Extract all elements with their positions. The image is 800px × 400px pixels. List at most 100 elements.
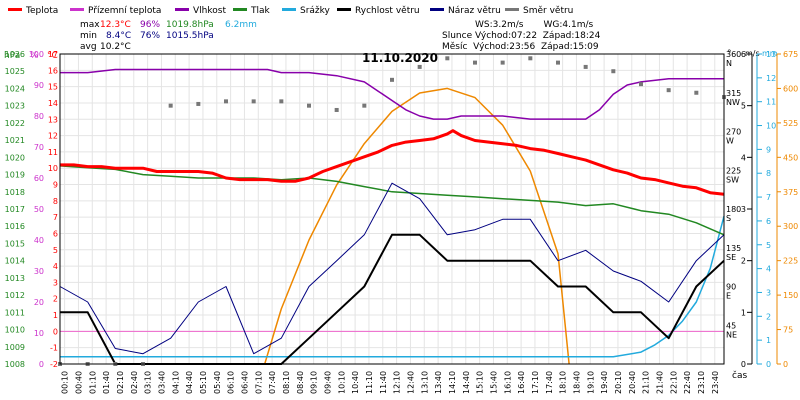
- x-tick-label: 07:10: [254, 371, 263, 394]
- wind-direction-point: [694, 90, 699, 95]
- wind-direction-point: [666, 88, 671, 93]
- temp-tick-label: -1: [50, 344, 58, 353]
- temp-tick-label: 8: [53, 197, 58, 206]
- x-axis: 00:10 00:40 01:10 01:40 02:10 02:40 03:10 03:40…: [61, 370, 748, 394]
- summary-label-max: max: [80, 20, 100, 30]
- ms-tick-label: 3: [741, 205, 746, 214]
- solar-tick-label: 75: [783, 326, 793, 335]
- temp-tick-label: 4: [53, 262, 58, 271]
- solar-tick-label: 225: [783, 257, 798, 266]
- pct-tick-label: 80: [34, 112, 44, 121]
- hpa-tick-label: 1010: [5, 326, 25, 335]
- x-tick-label: 21:40: [655, 371, 664, 394]
- dir-deg-label: 315: [726, 89, 741, 98]
- legend-label: Přízemní teplota: [88, 6, 161, 16]
- hpa-tick-label: 1011: [5, 308, 25, 317]
- dir-compass-label: NE: [726, 330, 737, 339]
- temp-tick-label: 9: [53, 181, 58, 190]
- solar-tick-label: 0: [783, 360, 788, 369]
- wind-direction-point: [473, 60, 477, 65]
- dir-compass-label: N: [726, 59, 732, 68]
- x-tick-label: 17:40: [545, 371, 554, 394]
- solar-tick-label: 675: [783, 50, 798, 59]
- legend-swatch: [430, 8, 444, 11]
- wind-gust-line: [59, 182, 725, 355]
- ms-tick-label: 4: [741, 153, 746, 162]
- mm-tick-label: 12: [766, 74, 776, 83]
- wind-direction-point: [528, 56, 533, 61]
- x-tick-label: 09:40: [323, 371, 332, 394]
- dir-deg-label: 90: [726, 283, 736, 292]
- pct-tick-label: 70: [34, 143, 44, 152]
- temp-tick-label: 15: [48, 83, 58, 92]
- legend-label: Rychlost větru: [355, 6, 420, 16]
- x-tick-label: 20:10: [614, 371, 623, 394]
- mm-tick-label: 7: [766, 193, 771, 202]
- solar-radiation-line: [263, 87, 570, 365]
- hpa-tick-label: 1013: [5, 274, 25, 283]
- deg-axis-title: °: [727, 49, 732, 59]
- ms-tick-label: 5: [741, 102, 746, 111]
- pct-tick-label: 0: [39, 360, 44, 369]
- mm-tick-label: 1: [766, 336, 771, 345]
- x-tick-label: 18:40: [572, 371, 581, 394]
- info-block: WS:3.2m/s WG:4.1m/s Slunce Východ:07:22 …: [442, 20, 601, 52]
- x-tick-label: 20:40: [628, 371, 637, 394]
- wind-direction-point: [583, 64, 588, 69]
- legend: Teplota Přízemní teplota Vlhkost Tlak Srážky…: [8, 6, 573, 16]
- hpa-tick-label: 1022: [5, 119, 25, 128]
- hpa-tick-label: 1008: [5, 360, 25, 369]
- wind-direction-point: [168, 103, 173, 108]
- x-tick-label: 02:10: [116, 371, 125, 394]
- x-tick-label: 01:40: [102, 371, 111, 394]
- wind-direction-point: [639, 82, 643, 87]
- temp-tick-label: -2: [50, 360, 58, 369]
- dir-deg-label: 180: [726, 205, 741, 214]
- legend-label: Teplota: [25, 6, 58, 16]
- solar-tick-label: 525: [783, 119, 798, 128]
- mm-tick-label: 2: [766, 312, 771, 321]
- x-tick-label: 14:40: [462, 371, 471, 394]
- hpa-tick-label: 1026: [5, 50, 25, 59]
- x-tick-label: 06:40: [240, 371, 249, 394]
- hpa-tick-label: 1012: [5, 291, 25, 300]
- legend-label: Náraz větru: [448, 6, 501, 16]
- hpa-tick-label: 1018: [5, 188, 25, 197]
- legend-label: Tlak: [250, 6, 271, 16]
- dir-compass-label: NW: [726, 98, 740, 107]
- x-tick-label: 15:10: [476, 371, 485, 394]
- wind-direction-point: [334, 107, 339, 112]
- summary-max-pressure: 1019.8hPa: [166, 20, 214, 30]
- hpa-axis-title: hPa: [4, 51, 20, 61]
- dir-compass-label: SE: [726, 253, 736, 262]
- summary-avg-temp: 10.2°C: [100, 42, 131, 52]
- hpa-tick-label: 1009: [5, 343, 25, 352]
- hpa-tick-label: 1017: [5, 205, 25, 214]
- dir-deg-label: 270: [726, 128, 741, 137]
- hpa-tick-label: 1019: [5, 171, 25, 180]
- x-tick-label: 23:10: [697, 371, 706, 394]
- x-tick-label: 16:40: [517, 371, 526, 394]
- pct-tick-label: 10: [34, 329, 44, 338]
- dir-compass-label: SW: [726, 175, 739, 184]
- wind-direction-point: [251, 99, 256, 104]
- x-tick-label: 13:10: [420, 371, 429, 394]
- mm-tick-label: 0: [766, 360, 771, 369]
- x-tick-label: 22:40: [683, 371, 692, 394]
- wind-direction-point: [417, 64, 422, 69]
- wind-direction-point: [224, 99, 228, 104]
- temperature-line: [60, 129, 725, 196]
- x-tick-label: 05:40: [213, 371, 222, 394]
- summary-label-avg: avg: [80, 42, 97, 52]
- x-tick-label: 03:40: [157, 371, 166, 394]
- ms-tick-label: 2: [741, 257, 746, 266]
- x-tick-label: 18:10: [559, 371, 568, 394]
- summary-label-min: min: [80, 31, 97, 41]
- pct-tick-label: 60: [34, 174, 44, 183]
- x-tick-label: 10:40: [351, 371, 360, 394]
- mm-tick-label: 10: [766, 122, 776, 131]
- mm-axis-title: mm: [762, 49, 778, 58]
- summary-max-temp: 12.3°C: [100, 20, 131, 30]
- wind-direction-point: [390, 77, 394, 82]
- x-tick-label: 01:10: [88, 371, 97, 394]
